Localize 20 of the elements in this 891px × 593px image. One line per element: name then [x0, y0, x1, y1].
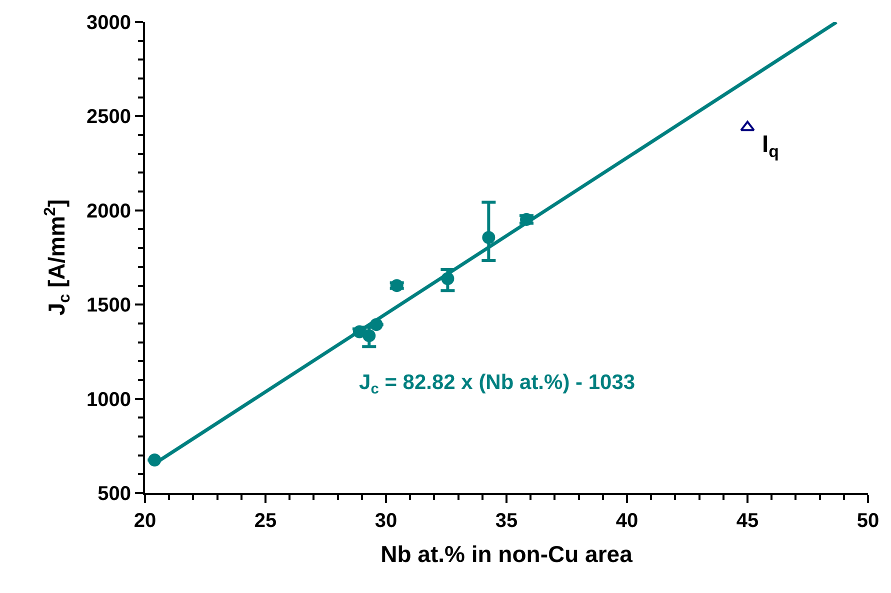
point — [362, 329, 376, 342]
x-tick-label: 50 — [856, 510, 880, 532]
point — [740, 120, 755, 132]
x-axis-title: Nb at.% in non-Cu area — [380, 541, 633, 568]
point — [482, 231, 496, 244]
x-tick-label: 25 — [254, 510, 277, 532]
y-tick-label: 500 — [98, 483, 131, 505]
x-tick-label: 30 — [374, 510, 398, 532]
x-tick-label: 45 — [736, 510, 759, 532]
y-tick-label: 2500 — [86, 106, 131, 128]
annotation: J$_{c}$ = 82.82 x (Nb at.%) - 1033 — [359, 371, 636, 398]
y-tick-label: 1000 — [86, 388, 131, 411]
x-tick-label: 35 — [495, 510, 518, 532]
y-tick-label: 3000 — [86, 12, 131, 34]
y-tick-label: 2000 — [86, 200, 131, 222]
y-tick-label: 1500 — [86, 294, 131, 317]
point — [390, 279, 404, 292]
annotation: I$_{q}$ — [762, 131, 779, 162]
x-tick-label: 20 — [134, 510, 156, 532]
x-tick-label: 40 — [616, 510, 638, 532]
